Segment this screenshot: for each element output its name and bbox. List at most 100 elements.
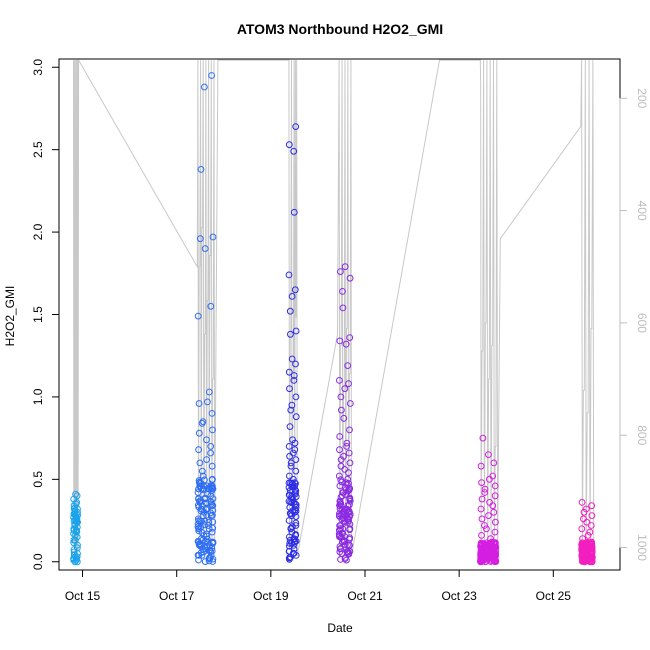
y2-tick-label: 400 — [635, 201, 649, 221]
data-point — [286, 307, 294, 315]
data-point — [488, 557, 496, 564]
data-point — [292, 467, 300, 475]
data-point — [341, 555, 349, 563]
data-point — [286, 452, 294, 460]
data-point — [345, 549, 353, 557]
data-point — [346, 426, 353, 434]
data-point — [70, 548, 78, 556]
data-point — [195, 446, 203, 454]
data-point — [344, 548, 352, 556]
data-point — [336, 446, 343, 454]
y-tick-label: 0.0 — [31, 553, 45, 570]
data-point — [478, 479, 486, 487]
data-point — [195, 527, 203, 535]
data-point — [198, 467, 206, 475]
data-point — [208, 410, 216, 417]
data-point — [203, 532, 211, 540]
data-point — [285, 271, 293, 279]
data-point — [481, 522, 488, 529]
data-point — [204, 535, 211, 543]
data-point — [346, 459, 354, 467]
data-point — [208, 476, 216, 484]
data-point — [290, 147, 298, 155]
data-point — [287, 524, 295, 532]
data-point — [346, 400, 354, 407]
data-point — [588, 540, 596, 548]
data-point — [485, 512, 492, 519]
data-point — [343, 439, 351, 447]
data-point — [287, 462, 295, 470]
data-point — [489, 548, 497, 555]
data-point — [346, 497, 354, 505]
data-point — [291, 286, 299, 294]
data-point — [287, 459, 295, 467]
data-point — [485, 545, 493, 553]
data-point — [478, 495, 486, 503]
data-point — [289, 523, 296, 531]
data-point — [287, 406, 295, 414]
data-point — [340, 414, 348, 422]
data-point — [341, 385, 349, 393]
data-point — [491, 528, 499, 536]
data-point — [339, 514, 347, 522]
data-point — [207, 443, 215, 450]
data-point — [285, 141, 293, 149]
data-point — [71, 551, 78, 559]
data-point — [477, 539, 485, 547]
data-point — [341, 533, 349, 540]
data-point — [288, 401, 296, 409]
data-point — [198, 529, 206, 537]
data-point — [346, 513, 353, 521]
data-point — [336, 502, 344, 510]
data-point — [583, 518, 591, 526]
data-point — [207, 302, 215, 310]
data-point — [205, 555, 213, 563]
data-point — [346, 520, 354, 528]
data-points — [70, 72, 596, 566]
data-point — [336, 543, 344, 550]
data-point — [70, 505, 78, 512]
data-point — [489, 502, 497, 510]
data-point — [340, 507, 348, 515]
data-point — [290, 499, 298, 506]
data-point — [292, 552, 300, 559]
data-point — [195, 556, 202, 564]
data-point — [481, 489, 489, 496]
data-point — [337, 556, 344, 563]
data-point — [344, 362, 352, 370]
data-point — [205, 525, 213, 533]
y-tick-label: 3.0 — [31, 59, 45, 76]
data-point — [584, 532, 592, 539]
data-point — [341, 263, 349, 271]
data-point — [204, 398, 211, 406]
data-point — [336, 522, 344, 530]
data-point — [195, 517, 203, 525]
data-point — [197, 542, 205, 550]
data-point — [478, 532, 485, 539]
data-point — [292, 531, 300, 538]
data-point — [203, 505, 211, 513]
data-point — [73, 527, 81, 535]
data-point — [339, 288, 346, 295]
data-point — [290, 372, 298, 379]
data-point — [287, 330, 294, 338]
data-point — [208, 72, 216, 79]
data-point — [286, 472, 293, 480]
y2-tick-label: 200 — [635, 88, 649, 108]
data-point — [197, 166, 205, 173]
data-point — [288, 355, 296, 363]
data-point — [195, 429, 203, 437]
data-point — [338, 515, 346, 523]
data-point — [71, 558, 79, 566]
data-point — [587, 522, 595, 529]
data-point — [292, 393, 300, 401]
data-point — [346, 274, 354, 282]
data-point — [288, 479, 296, 487]
data-point — [197, 549, 205, 557]
data-point — [72, 500, 80, 508]
data-point — [477, 505, 485, 513]
y-tick-label: 1.0 — [31, 388, 45, 405]
data-point — [199, 486, 207, 494]
data-point — [285, 479, 293, 487]
data-point — [492, 557, 500, 565]
